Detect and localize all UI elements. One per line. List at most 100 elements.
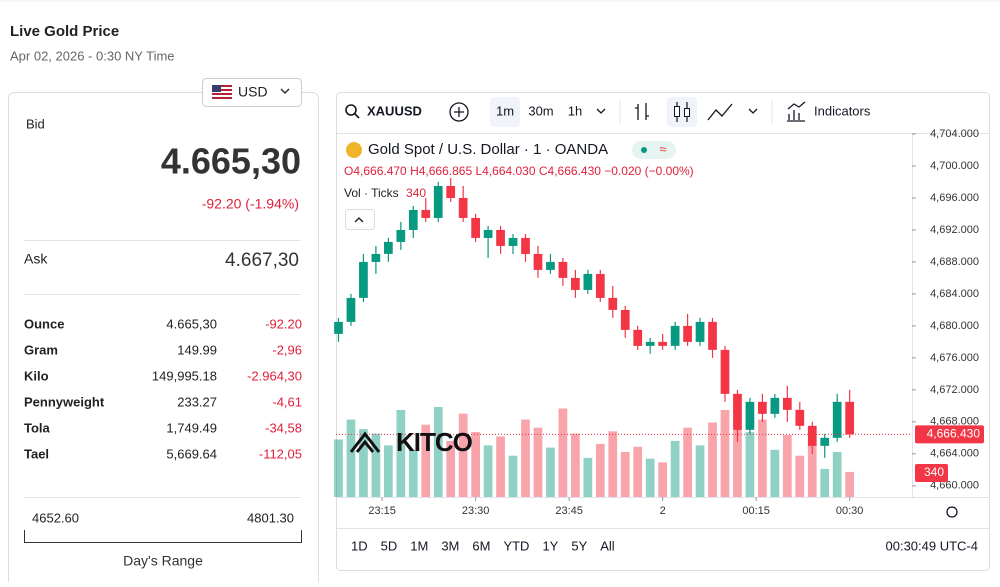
row-name: Ounce [24,316,64,331]
symbol[interactable]: XAUUSD [367,103,422,118]
candle-body [546,261,555,270]
bid-label: Bid [26,116,45,131]
volume-bar [384,445,393,497]
interval[interactable]: 30m [528,103,553,118]
indicators-icon[interactable] [787,101,806,122]
symbol-icon [346,142,362,158]
bars-icon[interactable] [635,103,649,120]
chevron[interactable] [748,108,758,114]
x-tick-label: 00:15 [742,505,770,517]
y-tick-label: 4,668.000 [930,416,979,428]
range-button[interactable]: 1M [410,538,428,553]
status-dot [641,147,647,153]
volume-bar [521,419,530,497]
range-button[interactable]: 5D [381,538,398,553]
candle-body [483,229,493,238]
volume-bar [446,440,456,497]
volume-bar [795,455,805,497]
y-tick-label: 4,660.000 [930,480,979,492]
candle-body [346,297,356,322]
last-price-label: 4,666.430 [927,427,981,441]
indicators-button[interactable]: Indicators [814,103,871,118]
row-value: 233.27 [177,394,217,409]
volume-bar [683,427,692,497]
volume-bar [371,433,381,497]
legend-close: C4,666.430 [539,164,601,178]
volume-bar [595,443,605,497]
candle-body [770,397,780,414]
candle-body [670,325,680,346]
compare-button[interactable] [449,102,469,122]
volume-bar [745,432,755,497]
plus [454,107,464,117]
candles-active[interactable] [667,97,697,127]
range-button[interactable]: 3M [441,538,459,553]
candle-body [433,185,443,218]
candle-body [371,253,381,262]
row-change: -2,96 [272,342,302,357]
y-tick-label: 4,680.000 [930,320,979,332]
y-tick-label: 4,688.000 [930,256,979,268]
candle-body [633,329,643,346]
area-icon[interactable] [707,103,733,121]
volume-bar [633,446,643,497]
volume-bar [645,458,655,497]
volume-bar [670,440,680,497]
flag-canton [212,85,221,92]
range-button[interactable]: 6M [472,538,490,553]
flag-stripe [212,91,232,93]
candle-body [795,409,805,426]
volume-bar [508,455,518,497]
volume-bar [695,445,705,497]
row-change: -112,05 [259,446,302,461]
chart-plot: 4,660.000 4,664.000 4,668.000 4,672.000 4,67… [334,128,989,517]
range-button[interactable]: 5Y [571,538,587,553]
chevron[interactable] [596,108,606,114]
range-button[interactable]: YTD [503,538,529,553]
range-bar [24,530,302,543]
clock: 00:30:49 UTC-4 [886,538,979,553]
range-button[interactable]: 1D [351,538,368,553]
volume-bar [832,452,842,497]
range-low: 4652.60 [32,510,79,525]
ask-label: Ask [24,251,48,267]
interval-active[interactable] [490,97,520,127]
y-tick-label: 4,684.000 [930,288,979,300]
settings-icon[interactable] [946,506,958,518]
search-icon[interactable] [345,104,357,116]
volume-bar [770,449,780,497]
candle-body [508,237,518,246]
range-buttons: 1D 5D 1M 3M 6M YTD 1Y 5Y All [351,538,615,553]
volume-bar [558,408,568,497]
ask-price: 4.667,30 [225,250,299,271]
x-tick-label: 00:30 [836,505,864,517]
volume-bar [433,407,443,497]
candle-body [471,217,480,238]
candle-body [708,321,717,350]
x-tick-label: 2 [660,505,666,517]
legend-open: O4,666.470 [344,164,407,178]
candle-body [620,309,630,330]
currency-label[interactable]: USD [238,84,268,100]
interval[interactable]: 1m [496,103,514,118]
page-subtitle: Apr 02, 2026 - 0:30 NY Time [10,48,175,63]
volume-bar [845,471,855,497]
volume-bar [782,435,792,497]
range-button[interactable]: 1Y [542,538,558,553]
range-button[interactable]: All [600,538,615,553]
volume-bar [583,457,593,497]
volume-bar [533,427,543,497]
candle-body [658,341,668,346]
candle-body [558,261,568,278]
last-price-tag [915,425,984,444]
interval[interactable]: 1h [568,103,582,118]
watermark: KITCO [396,427,473,457]
candle-body [421,209,431,218]
kitco-logo [349,431,381,453]
quote-panel [8,92,319,587]
chevron [354,217,364,223]
currency-select[interactable]: USD [202,78,302,107]
volume-bar [346,419,356,497]
candle-body [446,185,456,198]
